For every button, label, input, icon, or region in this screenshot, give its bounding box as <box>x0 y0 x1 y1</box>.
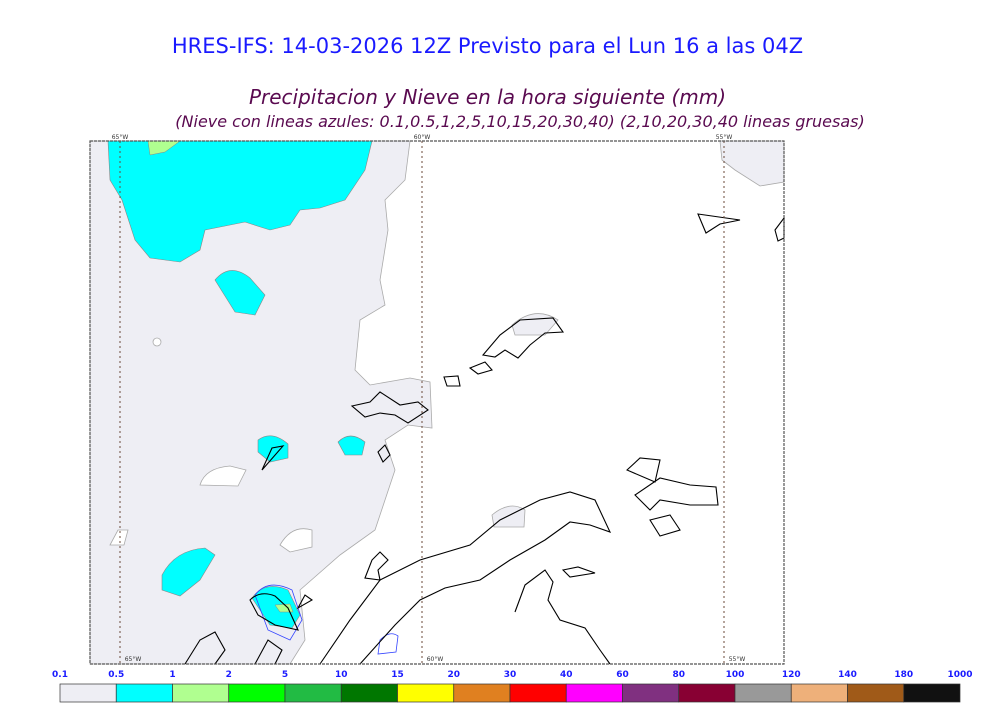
meridian-label-60w-bottom: 60°W <box>427 656 444 663</box>
colorbar-label: 140 <box>838 670 857 680</box>
colorbar: 0.1 0.5 1 2 5 10 15 20 30 40 60 80 100 120 140 180 1000 <box>52 670 973 703</box>
colorbar-label: 60 <box>616 670 629 680</box>
colorbar-swatch <box>172 683 230 703</box>
snow-contours <box>254 584 399 655</box>
colorbar-swatch <box>397 683 455 703</box>
colorbar-swatch <box>678 683 736 703</box>
colorbar-swatch <box>903 683 961 703</box>
colorbar-label: 5 <box>282 670 288 680</box>
colorbar-label: 100 <box>726 670 745 680</box>
colorbar-label: 10 <box>335 670 348 680</box>
meridian-label-60w: 60°W <box>414 134 431 141</box>
colorbar-swatch <box>115 683 173 703</box>
colorbar-swatch <box>622 683 680 703</box>
meridian-label-65w-bottom: 65°W <box>125 656 142 663</box>
colorbar-label: 2 <box>226 670 232 680</box>
map-note: (Nieve con lineas azules: 0.1,0.5,1,2,5,… <box>175 112 865 131</box>
map-frame <box>89 140 785 665</box>
colorbar-swatch <box>228 683 286 703</box>
colorbar-swatch <box>453 683 511 703</box>
colorbar-swatch <box>59 683 117 703</box>
meridian-label-55w-bottom: 55°W <box>729 656 746 663</box>
colorbar-swatch <box>509 683 567 703</box>
colorbar-label: 0.5 <box>108 670 124 680</box>
meridian-label-65w: 65°W <box>112 134 129 141</box>
colorbar-swatch <box>734 683 792 703</box>
map-subtitle: Precipitacion y Nieve en la hora siguien… <box>248 85 727 109</box>
colorbar-label: 30 <box>504 670 517 680</box>
meridian-lines <box>119 141 725 664</box>
colorbar-swatch <box>847 683 905 703</box>
meridian-label-55w: 55°W <box>716 134 733 141</box>
colorbar-label: 15 <box>391 670 404 680</box>
colorbar-label: 180 <box>894 670 913 680</box>
precip-cyan-areas <box>107 140 373 629</box>
colorbar-label: 1 <box>169 670 175 680</box>
precip-green-area <box>147 140 181 156</box>
map-title: HRES-IFS: 14-03-2026 12Z Previsto para e… <box>171 34 804 58</box>
colorbar-label: 20 <box>447 670 460 680</box>
colorbar-swatch <box>284 683 342 703</box>
coastlines <box>184 213 785 665</box>
precip-light-area <box>89 140 785 665</box>
colorbar-label: 120 <box>782 670 801 680</box>
white-holes <box>109 337 313 553</box>
colorbar-swatch <box>340 683 398 703</box>
colorbar-swatch <box>790 683 848 703</box>
colorbar-label: 0.1 <box>52 670 68 680</box>
colorbar-label: 1000 <box>947 670 972 680</box>
colorbar-label: 80 <box>672 670 685 680</box>
colorbar-label: 40 <box>560 670 573 680</box>
colorbar-swatch <box>565 683 623 703</box>
